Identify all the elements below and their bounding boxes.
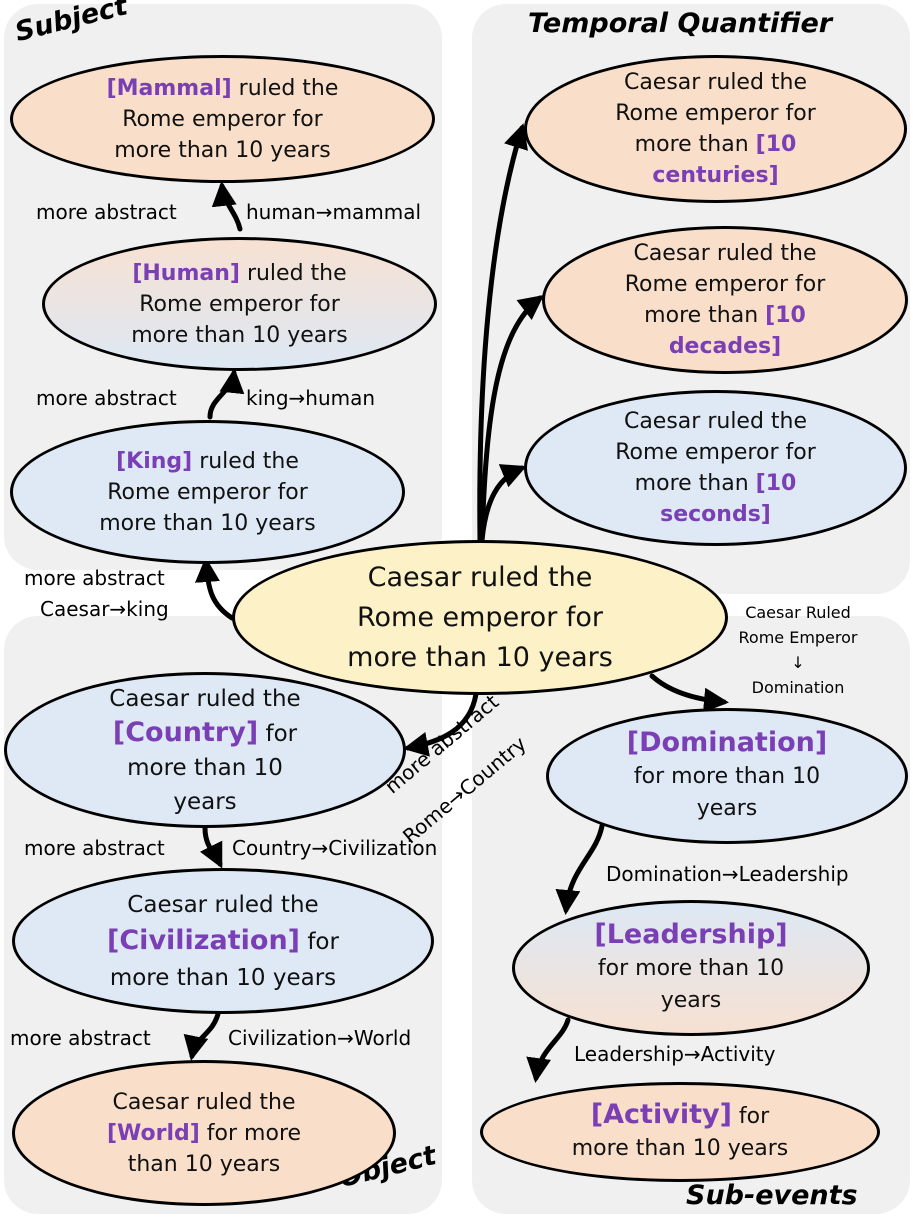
arrow-caesar-to-king (194, 557, 235, 621)
sub-events-panel-title: Sub-events (686, 1180, 858, 1211)
node-text: for more than 10 (597, 956, 785, 981)
edge-label-caesar-domination: Caesar Ruled Rome Emperor ↓ Domination (724, 600, 872, 700)
hl-leadership: [Leadership] (594, 919, 788, 950)
node-world: Caesar ruled the [World] for more than 10 … (12, 1060, 396, 1206)
edge-label-more-abstract: more abstract (10, 1026, 151, 1050)
hl-world: [World] (106, 1120, 200, 1146)
arrow-caesar-to-decades (479, 294, 544, 543)
edge-label-line: Caesar Ruled (745, 603, 851, 622)
edge-label-country-civilization: Country→Civilization (232, 836, 438, 860)
edge-label-civilization-world: Civilization→World (228, 1026, 412, 1050)
node-decades: Caesar ruled the Rome emperor for more tha… (542, 226, 908, 374)
node-country: Caesar ruled the [Country] for more than 1… (4, 672, 406, 828)
node-text: Rome emperor for (615, 101, 816, 126)
node-seconds: Caesar ruled the Rome emperor for more tha… (524, 390, 907, 546)
edge-label-leadership-activity: Leadership→Activity (574, 1042, 776, 1066)
node-text: more than 10 years (347, 641, 613, 673)
node-text: Caesar ruled the (367, 561, 593, 593)
node-text: more than (644, 303, 766, 328)
arrow-king-to-human (207, 368, 245, 420)
hl-activity: [Activity] (590, 1099, 732, 1130)
node-text: more than 10 years (114, 137, 331, 163)
node-text: Rome emperor for (356, 601, 604, 633)
node-text: years (660, 988, 722, 1013)
node-text: ruled the (239, 260, 347, 286)
node-text: more than (634, 471, 756, 496)
hl-king: [King] (116, 448, 193, 474)
hl-decades: decades] (668, 334, 782, 359)
node-text: years (696, 796, 758, 821)
node-text: Rome emperor for (122, 106, 323, 132)
node-text: Rome emperor for (139, 291, 340, 317)
node-text: more than 10 years (131, 322, 348, 348)
edge-label-more-abstract: more abstract (36, 200, 177, 224)
node-human: [Human] ruled the Rome emperor for more th… (42, 237, 437, 371)
node-mammal: [Mammal] ruled the Rome emperor for more t… (10, 55, 435, 183)
node-text: for more than 10 (633, 764, 821, 789)
node-text: Rome emperor for (615, 440, 816, 465)
node-text: more than (634, 132, 756, 157)
temporal-panel-title: Temporal Quantifier (528, 8, 833, 39)
node-leadership: [Leadership] for more than 10 years (512, 900, 870, 1036)
node-text: for (731, 1104, 770, 1129)
hl-10: [10 (755, 471, 797, 496)
arrow-leadership-to-activity (526, 1017, 571, 1083)
edge-label-caesar-king: Caesar→king (40, 597, 169, 621)
node-centuries: Caesar ruled the Rome emperor for more tha… (524, 55, 907, 203)
edge-label-line: Domination (751, 678, 845, 697)
arrow-civilization-to-world (183, 1011, 221, 1061)
hl-human: [Human] (132, 260, 240, 286)
node-domination: [Domination] for more than 10 years (546, 708, 908, 844)
edge-label-domination-leadership: Domination→Leadership (606, 862, 849, 886)
arrow-country-to-civilization (199, 825, 223, 869)
arrow-caesar-to-seconds (479, 464, 527, 543)
hl-mammal: [Mammal] (106, 75, 232, 101)
arrow-caesar-to-country (403, 691, 479, 757)
edge-label-line: Rome Emperor (738, 628, 858, 647)
node-text: Caesar ruled the (623, 409, 808, 434)
node-text: Caesar ruled the (633, 241, 817, 266)
edge-label-more-abstract: more abstract (24, 836, 165, 860)
node-text: for (300, 928, 339, 955)
arrow-domination-to-leadership (555, 823, 605, 915)
hl-10: [10 (765, 303, 806, 328)
node-activity: [Activity] for more than 10 years (480, 1082, 880, 1182)
node-center-caesar: Caesar ruled the Rome emperor for more tha… (232, 540, 728, 695)
hl-10: [10 (755, 132, 797, 157)
node-text: Caesar ruled the (109, 685, 301, 712)
hl-centuries: centuries] (652, 163, 779, 188)
node-text: ruled the (192, 448, 299, 474)
node-text: for more (199, 1120, 302, 1146)
edge-label-more-abstract: more abstract (24, 566, 165, 590)
node-text: more than 10 years (109, 964, 337, 991)
edge-label-human-mammal: human→mammal (246, 200, 422, 224)
node-text: more than 10 (127, 754, 283, 781)
arrow-caesar-to-domination (649, 673, 729, 713)
node-text: Rome emperor for (624, 272, 826, 297)
node-text: years (173, 788, 237, 815)
node-text: more than 10 years (99, 510, 316, 536)
edge-label-king-human: king→human (246, 386, 376, 410)
edge-label-more-abstract: more abstract (36, 386, 177, 410)
node-text: Rome emperor for (107, 479, 308, 505)
node-text: for (258, 720, 298, 747)
node-text: Caesar ruled the (127, 891, 319, 918)
hl-civilization: [Civilization] (107, 924, 301, 956)
node-text: ruled the (231, 75, 339, 101)
node-text: than 10 years (127, 1151, 281, 1177)
hl-domination: [Domination] (626, 727, 828, 758)
down-arrow-icon: ↓ (791, 653, 805, 672)
node-civilization: Caesar ruled the [Civilization] for more t… (12, 868, 434, 1014)
arrow-caesar-to-centuries (477, 123, 528, 543)
hl-seconds: seconds] (660, 502, 771, 527)
node-text: more than 10 years (571, 1136, 789, 1161)
hl-country: [Country] (112, 716, 259, 748)
node-text: Caesar ruled the (112, 1089, 296, 1115)
node-text: Caesar ruled the (623, 70, 808, 95)
node-king: [King] ruled the Rome emperor for more tha… (10, 420, 405, 564)
arrow-human-to-mammal (211, 181, 243, 232)
